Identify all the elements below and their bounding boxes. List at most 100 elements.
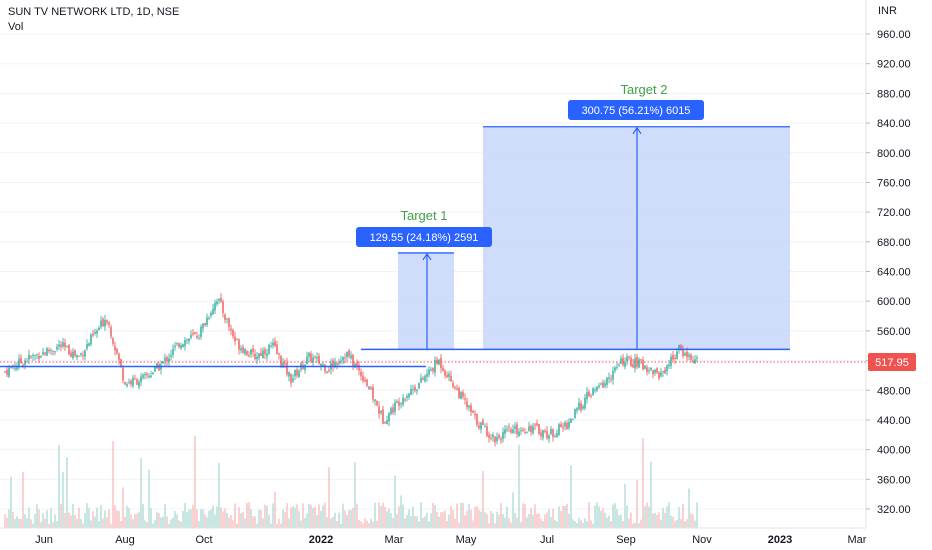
candle-body bbox=[504, 429, 506, 434]
volume-bar bbox=[340, 523, 342, 528]
candle-body bbox=[134, 378, 136, 380]
volume-bar bbox=[138, 511, 140, 528]
candle-body bbox=[530, 425, 532, 433]
candle-body bbox=[270, 345, 272, 347]
candle-body bbox=[468, 405, 470, 408]
volume-bar bbox=[600, 510, 602, 528]
candle-body bbox=[222, 301, 224, 314]
candle-body bbox=[426, 373, 428, 377]
volume-bar bbox=[90, 520, 92, 528]
candle-body bbox=[388, 413, 390, 422]
volume-bar bbox=[166, 516, 168, 528]
candle-body bbox=[490, 437, 492, 439]
volume-bar bbox=[514, 512, 516, 528]
volume-bar bbox=[164, 504, 166, 528]
candle-body bbox=[436, 359, 438, 364]
volume-bar bbox=[632, 523, 634, 528]
volume-bar bbox=[98, 520, 100, 528]
candle-body bbox=[272, 342, 274, 346]
volume-bar bbox=[382, 502, 384, 528]
candle-body bbox=[224, 314, 226, 320]
volume-bar bbox=[200, 509, 202, 528]
candle-body bbox=[418, 383, 420, 389]
volume-bar bbox=[142, 504, 144, 528]
candle-body bbox=[638, 359, 640, 368]
volume-bar bbox=[34, 513, 36, 528]
y-tick-label: 800.00 bbox=[877, 148, 911, 160]
candle-body bbox=[118, 353, 120, 360]
volume-bar bbox=[214, 514, 216, 528]
candle-body bbox=[674, 357, 676, 359]
volume-bar bbox=[492, 513, 494, 528]
target-1-measure-bg bbox=[356, 227, 492, 247]
y-tick-label: 680.00 bbox=[877, 237, 911, 249]
volume-bar bbox=[122, 487, 124, 528]
volume-bar bbox=[178, 520, 180, 528]
candle-body bbox=[446, 374, 448, 378]
volume-bar bbox=[582, 522, 584, 528]
volume-bar bbox=[566, 503, 568, 528]
x-tick-label: May bbox=[456, 534, 477, 546]
volume-bar bbox=[168, 523, 170, 528]
volume-bar bbox=[474, 506, 476, 528]
candle-body bbox=[596, 386, 598, 391]
candle-body bbox=[18, 358, 20, 368]
candle-body bbox=[198, 338, 200, 340]
volume-bar bbox=[300, 520, 302, 528]
candle-body bbox=[184, 340, 186, 347]
volume-bar bbox=[88, 508, 90, 528]
volume-label: Vol bbox=[8, 21, 24, 33]
candle-body bbox=[38, 355, 40, 360]
volume-bar bbox=[118, 510, 120, 528]
volume-bar bbox=[568, 513, 570, 528]
volume-bar bbox=[208, 510, 210, 528]
candle-body bbox=[36, 354, 38, 356]
candle-body bbox=[126, 384, 128, 387]
volume-bar bbox=[266, 505, 268, 528]
candle-body bbox=[662, 371, 664, 373]
target-labels: Target 1 129.55 (24.18%) 2591 Target 2 300.… bbox=[356, 82, 704, 247]
y-tick-label: 360.00 bbox=[877, 474, 911, 486]
volume-bar bbox=[490, 510, 492, 528]
candle-body bbox=[488, 434, 490, 438]
volume-bar bbox=[102, 518, 104, 528]
volume-bar bbox=[548, 508, 550, 528]
candle-body bbox=[186, 339, 188, 341]
volume-bar bbox=[18, 518, 20, 528]
candle-body bbox=[312, 357, 314, 363]
volume-bar bbox=[584, 518, 586, 528]
candle-body bbox=[78, 355, 80, 357]
volume-bar bbox=[58, 445, 60, 528]
volume-bar bbox=[462, 502, 464, 528]
candle-body bbox=[614, 367, 616, 371]
volume-bar bbox=[156, 511, 158, 528]
volume-bar bbox=[536, 513, 538, 528]
volume-bar bbox=[144, 520, 146, 528]
candle-body bbox=[600, 383, 602, 385]
price-axis[interactable]: 960.00 920.00 880.00 840.00 800.00 760.00 720.… bbox=[866, 29, 916, 516]
volume-bar bbox=[292, 506, 294, 528]
volume-bar bbox=[516, 517, 518, 528]
candle-body bbox=[422, 378, 424, 380]
volume-bar bbox=[434, 504, 436, 528]
candle-body bbox=[298, 370, 300, 378]
volume-bar bbox=[424, 516, 426, 528]
candle-body bbox=[140, 376, 142, 383]
candle-body bbox=[510, 429, 512, 433]
candle-body bbox=[666, 365, 668, 372]
candle-body bbox=[460, 391, 462, 399]
candle-body bbox=[580, 403, 582, 411]
candle-body bbox=[48, 349, 50, 352]
time-axis[interactable]: Jun Aug Oct 2022 Mar May Jul Sep Nov 2023 Mar bbox=[0, 527, 867, 546]
volume-bar bbox=[162, 516, 164, 528]
volume-bar bbox=[288, 518, 290, 528]
candle-body bbox=[4, 371, 6, 373]
candle-body bbox=[676, 351, 678, 360]
volume-bar bbox=[10, 476, 12, 528]
volume-bar bbox=[598, 506, 600, 528]
x-tick-label: Sep bbox=[616, 534, 636, 546]
volume-bar bbox=[416, 516, 418, 528]
candle-body bbox=[306, 356, 308, 365]
candle-body bbox=[618, 364, 620, 366]
